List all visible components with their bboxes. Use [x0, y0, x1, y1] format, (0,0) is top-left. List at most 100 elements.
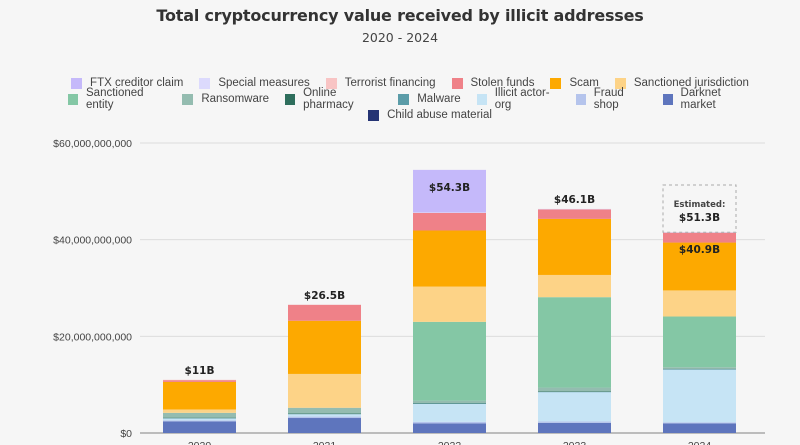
legend-item[interactable]: Sanctioned entity: [68, 87, 166, 111]
legend-label: Scam: [569, 77, 599, 89]
legend-item[interactable]: Special measures: [199, 76, 310, 90]
total-value-label: $26.5B: [304, 290, 345, 302]
x-tick-label: 2022: [438, 440, 462, 445]
bar-segment: [663, 368, 736, 370]
legend-swatch: [662, 93, 673, 105]
total-value-label: $54.3B: [429, 182, 470, 194]
legend-label: Malware: [417, 93, 461, 105]
bar-segment: [538, 422, 611, 433]
legend-swatch: [398, 93, 410, 105]
bar-segment: [163, 420, 236, 422]
bar-segment: [163, 409, 236, 413]
legend-item[interactable]: Illicit actor-org: [476, 87, 560, 111]
bar-segment: [663, 367, 736, 369]
bar-segment: [413, 423, 486, 433]
legend-label: Illicit actor-org: [494, 87, 550, 111]
bar-segment: [413, 230, 486, 287]
legend-label: Sanctioned entity: [86, 87, 144, 111]
total-value-label: $11B: [185, 365, 215, 377]
bar-segment: [538, 391, 611, 392]
legend-item[interactable]: Ransomware: [182, 92, 269, 106]
bar-segment: [538, 274, 611, 298]
bar-segment: [163, 417, 236, 419]
legend-swatch: [614, 77, 626, 89]
legend-row: Sanctioned entity Ransomware Online pharma…: [60, 87, 760, 111]
bar-segment: [413, 286, 486, 322]
bar-segment: [413, 169, 486, 213]
bar-segment: [288, 304, 361, 321]
legend: FTX creditor claim Special measures Terror…: [60, 76, 760, 122]
bar-segment: [413, 421, 486, 424]
bar-segment: [163, 379, 236, 382]
legend-label: Terrorist financing: [344, 77, 436, 89]
legend-row: FTX creditor claim Special measures Terror…: [60, 76, 760, 90]
bar-segment: [288, 320, 361, 374]
bar-segment: [413, 212, 486, 231]
bar-segment: [163, 418, 236, 421]
legend-item[interactable]: FTX creditor claim: [71, 76, 183, 90]
legend-swatch: [182, 93, 194, 105]
legend-label: Fraud shop: [593, 87, 624, 111]
bar-segment: [538, 208, 611, 210]
legend-swatch: [325, 77, 337, 89]
x-tick-label: 2024: [688, 440, 712, 445]
legend-label: Sanctioned jurisdiction: [633, 77, 749, 89]
bar-segment: [538, 297, 611, 388]
legend-swatch: [71, 77, 83, 89]
bar-segment: [538, 421, 611, 423]
legend-swatch: [199, 77, 211, 89]
legend-swatch: [476, 93, 487, 105]
bar-segment: [663, 422, 736, 424]
legend-item[interactable]: Stolen funds: [451, 76, 535, 90]
bar-segment: [538, 387, 611, 392]
legend-item[interactable]: Scam: [550, 76, 599, 90]
bar-segment: [288, 414, 361, 417]
bar-segment: [413, 321, 486, 401]
legend-label: Child abuse material: [387, 109, 492, 121]
legend-item[interactable]: Fraud shop: [575, 87, 647, 111]
bar-segment: [413, 212, 486, 213]
bar-segment: [163, 381, 236, 410]
total-value-label: $46.1B: [554, 194, 595, 206]
bar-segment: [538, 218, 611, 275]
bar-segment: [163, 379, 236, 381]
legend-label: Darknet market: [680, 87, 721, 111]
estimate-label: Estimated:: [674, 200, 726, 210]
legend-item[interactable]: Malware: [398, 92, 461, 106]
legend-row: Child abuse material: [100, 108, 760, 122]
bar-segment: [413, 400, 486, 404]
legend-swatch: [550, 77, 562, 89]
legend-swatch: [68, 93, 79, 105]
bar-segment: [163, 412, 236, 418]
estimate-value: $51.3B: [679, 212, 720, 224]
bar-segment: [288, 373, 361, 408]
y-tick-label: $60,000,000,000: [53, 138, 132, 150]
chart-subtitle: 2020 - 2024: [361, 30, 439, 45]
bar-segment: [413, 403, 486, 422]
legend-label: Online pharmacy: [303, 87, 354, 111]
bar-segment: [538, 209, 611, 219]
legend-swatch: [451, 77, 463, 89]
legend-item[interactable]: Sanctioned jurisdiction: [614, 76, 749, 90]
x-tick-label: 2020: [188, 440, 212, 445]
legend-item[interactable]: Terrorist financing: [325, 76, 436, 90]
y-tick-label: $0: [120, 428, 132, 440]
y-tick-label: $40,000,000,000: [53, 235, 132, 247]
bar-segment: [288, 418, 361, 433]
legend-label: Ransomware: [201, 93, 270, 105]
legend-item[interactable]: Child abuse material: [368, 108, 492, 122]
bar-segment: [663, 232, 736, 243]
bar-segment: [163, 421, 236, 433]
legend-label: Stolen funds: [470, 77, 535, 89]
x-tick-label: 2023: [563, 440, 587, 445]
estimate-box: [662, 184, 737, 233]
bar-segment: [663, 369, 736, 423]
bar-segment: [663, 290, 736, 317]
legend-swatch: [285, 93, 296, 105]
bar-segment: [413, 403, 486, 404]
legend-item[interactable]: Darknet market: [662, 87, 753, 111]
legend-item[interactable]: Online pharmacy: [285, 87, 382, 111]
bar-segment: [538, 391, 611, 422]
bar-segment: [663, 316, 736, 368]
